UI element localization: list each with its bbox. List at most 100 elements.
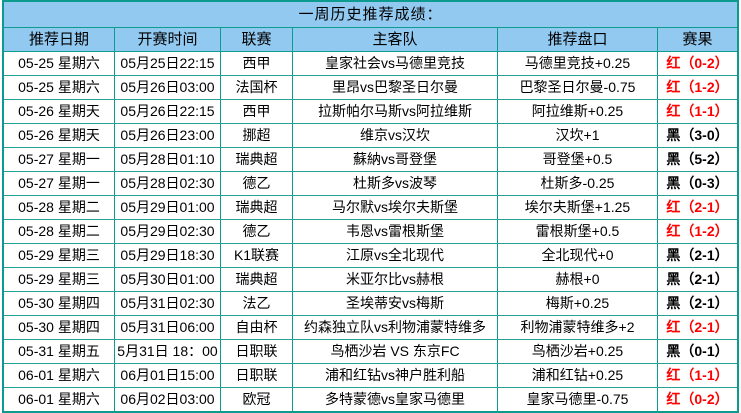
cell-teams: 米亚尔比vs赫根	[292, 268, 497, 291]
cell-time: 05月30日01:00	[114, 268, 220, 291]
table-row: 05-28 星期二 05月29日01:00 瑞典超 马尔默vs埃尔夫斯堡 埃尔夫…	[4, 196, 737, 220]
cell-date: 05-25 星期六	[18, 79, 100, 95]
cell-time: 05月29日01:00	[114, 196, 220, 219]
cell-date: 05-27 星期一	[18, 175, 100, 191]
header-cell-league: 联赛	[220, 28, 292, 51]
cell-date: 06-01 星期六	[18, 391, 100, 407]
table-row: 05-31 星期五 5月31日 18：00 日职联 鸟栖沙岩 VS 东京FC 鸟…	[4, 340, 737, 364]
cell-time: 06月01日15:00	[114, 364, 220, 387]
cell-date: 05-29 星期三	[18, 271, 100, 287]
table-row: 05-29 星期三 05月30日01:00 瑞典超 米亚尔比vs赫根 赫根+0 …	[4, 268, 737, 292]
cell-league: 瑞典超	[220, 148, 292, 171]
cell-result: 黑（0-1）	[657, 340, 737, 363]
cell-handicap: 赫根+0	[497, 268, 657, 291]
cell-time: 05月29日18:30	[114, 244, 220, 267]
cell-handicap: 皇家马德里-0.75	[497, 388, 657, 411]
cell-handicap: 马德里竞技+0.25	[497, 52, 657, 75]
cell-handicap: 哥登堡+0.5	[497, 148, 657, 171]
header-cell-teams: 主客队	[292, 28, 497, 51]
table-body: 05-25 星期六 05月25日22:15 西甲 皇家社会vs马德里竞技 马德里…	[4, 52, 737, 411]
cell-handicap: 巴黎圣日尔曼-0.75	[497, 76, 657, 99]
cell-league: 欧冠	[220, 388, 292, 411]
cell-handicap: 阿拉维斯+0.25	[497, 100, 657, 123]
cell-teams: 里昂vs巴黎圣日尔曼	[292, 76, 497, 99]
cell-handicap: 利物浦蒙特维多+2	[497, 316, 657, 339]
cell-handicap: 杜斯多-0.25	[497, 172, 657, 195]
cell-result: 红（1-1）	[657, 100, 737, 123]
header-row: 推荐日期 开赛时间 联赛 主客队 推荐盘口 赛果	[4, 28, 737, 52]
cell-league: 瑞典超	[220, 268, 292, 291]
cell-handicap: 鸟栖沙岩+0.25	[497, 340, 657, 363]
cell-result: 红（2-1）	[657, 316, 737, 339]
cell-result: 红（1-1）	[657, 364, 737, 387]
cell-time: 05月31日02:30	[114, 292, 220, 315]
cell-time: 06月02日03:00	[114, 388, 220, 411]
cell-teams: 圣埃蒂安vs梅斯	[292, 292, 497, 315]
table-row: 05-25 星期六 05月26日03:00 法国杯 里昂vs巴黎圣日尔曼 巴黎圣…	[4, 76, 737, 100]
cell-date: 05-27 星期一	[18, 151, 100, 167]
table-row: 05-25 星期六 05月25日22:15 西甲 皇家社会vs马德里竞技 马德里…	[4, 52, 737, 76]
table-row: 06-01 星期六 06月01日15:00 日职联 浦和红钻vs神户胜利船 浦和…	[4, 364, 737, 388]
cell-teams: 多特蒙德vs皇家马德里	[292, 388, 497, 411]
cell-result: 黑（2-1）	[657, 244, 737, 267]
cell-league: K1联赛	[220, 244, 292, 267]
cell-time: 05月31日06:00	[114, 316, 220, 339]
cell-result: 红（1-2）	[657, 76, 737, 99]
cell-date: 05-26 星期天	[18, 103, 100, 119]
cell-time: 05月29日02:30	[114, 220, 220, 243]
cell-teams: 皇家社会vs马德里竞技	[292, 52, 497, 75]
cell-league: 德乙	[220, 172, 292, 195]
cell-date: 05-25 星期六	[18, 55, 100, 71]
table-row: 05-30 星期四 05月31日02:30 法乙 圣埃蒂安vs梅斯 梅斯+0.2…	[4, 292, 737, 316]
cell-teams: 马尔默vs埃尔夫斯堡	[292, 196, 497, 219]
cell-time: 05月26日03:00	[114, 76, 220, 99]
cell-time: 05月26日23:00	[114, 124, 220, 147]
cell-date: 05-26 星期天	[18, 127, 100, 143]
header-cell-time: 开赛时间	[114, 28, 220, 51]
cell-teams: 浦和红钻vs神户胜利船	[292, 364, 497, 387]
cell-date: 05-30 星期四	[18, 319, 100, 335]
cell-date: 05-30 星期四	[18, 295, 100, 311]
cell-teams: 鸟栖沙岩 VS 东京FC	[292, 340, 497, 363]
cell-handicap: 全北现代+0	[497, 244, 657, 267]
cell-handicap: 梅斯+0.25	[497, 292, 657, 315]
cell-league: 德乙	[220, 220, 292, 243]
header-cell-date: 推荐日期	[28, 31, 89, 48]
table-row: 05-29 星期三 05月29日18:30 K1联赛 江原vs全北现代 全北现代…	[4, 244, 737, 268]
cell-teams: 维京vs汉坎	[292, 124, 497, 147]
cell-date: 05-28 星期二	[18, 199, 100, 215]
cell-league: 自由杯	[220, 316, 292, 339]
table-row: 05-27 星期一 05月28日02:30 德乙 杜斯多vs波琴 杜斯多-0.2…	[4, 172, 737, 196]
table-row: 06-01 星期六 06月02日03:00 欧冠 多特蒙德vs皇家马德里 皇家马…	[4, 388, 737, 411]
cell-league: 日职联	[220, 364, 292, 387]
cell-result: 红（1-2）	[657, 220, 737, 243]
table-title: 一周历史推荐成绩：	[4, 2, 737, 28]
cell-time: 5月31日 18：00	[114, 340, 220, 363]
header-cell-handicap: 推荐盘口	[497, 28, 657, 51]
header-cell-result: 赛果	[657, 28, 737, 51]
cell-league: 法乙	[220, 292, 292, 315]
cell-teams: 拉斯帕尔马斯vs阿拉维斯	[292, 100, 497, 123]
cell-date: 05-31 星期五	[18, 343, 100, 359]
cell-result: 红（0-2）	[657, 52, 737, 75]
cell-league: 挪超	[220, 124, 292, 147]
table-row: 05-30 星期四 05月31日06:00 自由杯 约森独立队vs利物浦蒙特维多…	[4, 316, 737, 340]
table-row: 05-27 星期一 05月28日01:10 瑞典超 蘇納vs哥登堡 哥登堡+0.…	[4, 148, 737, 172]
cell-date: 06-01 星期六	[18, 367, 100, 383]
cell-result: 红（2-1）	[657, 196, 737, 219]
cell-date: 05-29 星期三	[18, 247, 100, 263]
cell-handicap: 雷根斯堡+0.5	[497, 220, 657, 243]
cell-teams: 江原vs全北现代	[292, 244, 497, 267]
cell-teams: 蘇納vs哥登堡	[292, 148, 497, 171]
table-row: 05-26 星期天 05月26日23:00 挪超 维京vs汉坎 汉坎+1 黑（3…	[4, 124, 737, 148]
cell-league: 西甲	[220, 52, 292, 75]
cell-result: 黑（0-3）	[657, 172, 737, 195]
cell-teams: 约森独立队vs利物浦蒙特维多	[292, 316, 497, 339]
cell-handicap: 埃尔夫斯堡+1.25	[497, 196, 657, 219]
cell-time: 05月28日02:30	[114, 172, 220, 195]
cell-league: 西甲	[220, 100, 292, 123]
cell-teams: 韦恩vs雷根斯堡	[292, 220, 497, 243]
cell-time: 05月28日01:10	[114, 148, 220, 171]
cell-league: 法国杯	[220, 76, 292, 99]
